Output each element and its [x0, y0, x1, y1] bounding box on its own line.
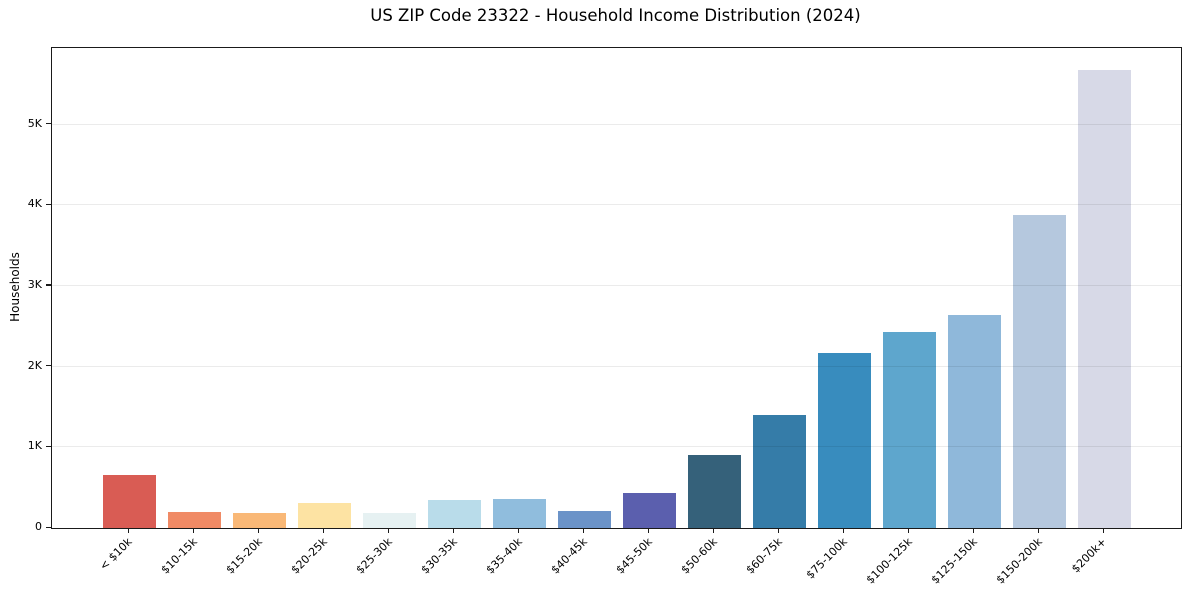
x-tick-mark-4: [322, 528, 324, 533]
bar-10k: [102, 474, 156, 528]
x-tick-label-40-45k: $40-45k: [548, 535, 590, 577]
bar-30-35k: [427, 500, 481, 528]
bar-40-45k: [557, 510, 611, 528]
x-tick-mark-6: [452, 528, 454, 533]
x-tick-label-10-15k: $10-15k: [158, 535, 200, 577]
x-tick-label-75-100k: $75-100k: [803, 535, 850, 582]
gridline-3k: [52, 284, 1181, 286]
bar-20-25k: [297, 503, 351, 528]
y-tick-mark-1k: [46, 445, 51, 447]
gridline-2k: [52, 365, 1181, 367]
chart-title: US ZIP Code 23322 - Household Income Dis…: [370, 6, 861, 25]
x-tick-label-15-20k: $15-20k: [223, 535, 265, 577]
x-tick-label-10k: < $10k: [96, 535, 135, 573]
x-tick-mark-7: [517, 528, 519, 533]
plot-area: [51, 47, 1182, 529]
x-tick-mark-10: [712, 528, 714, 533]
bar-100-125k: [882, 332, 936, 528]
gridline-5k: [52, 123, 1181, 125]
x-tick-label-30-35k: $30-35k: [418, 535, 460, 577]
x-tick-mark-1: [127, 528, 129, 533]
y-tick-label-4k: 4K: [27, 197, 42, 211]
bar-35-40k: [492, 498, 546, 528]
x-tick-label-20-25k: $20-25k: [288, 535, 330, 577]
y-tick-label-5k: 5K: [27, 116, 42, 130]
bar-50-60k: [687, 455, 741, 528]
x-tick-label-200k+: $200k+: [1069, 535, 1110, 576]
gridline-1k: [52, 446, 1181, 448]
y-tick-label-0: 0: [35, 520, 42, 533]
bar-45-50k: [622, 492, 676, 528]
y-tick-mark-0: [46, 526, 51, 528]
bar-15-20k: [232, 512, 286, 528]
y-tick-mark-2k: [46, 365, 51, 367]
x-tick-label-45-50k: $45-50k: [613, 535, 655, 577]
y-tick-label-1k: 1K: [27, 439, 42, 453]
x-tick-mark-9: [647, 528, 649, 533]
gridline-4k: [52, 204, 1181, 206]
x-tick-mark-14: [972, 528, 974, 533]
bar-75-100k: [817, 352, 871, 528]
x-tick-label-125-150k: $125-150k: [928, 535, 980, 587]
x-tick-mark-8: [582, 528, 584, 533]
x-tick-label-50-60k: $50-60k: [678, 535, 720, 577]
bar-125-150k: [947, 314, 1001, 528]
x-tick-mark-13: [907, 528, 909, 533]
x-tick-mark-15: [1037, 528, 1039, 533]
bar-10-15k: [167, 511, 221, 528]
x-tick-label-100-125k: $100-125k: [863, 535, 915, 587]
x-tick-label-60-75k: $60-75k: [743, 535, 785, 577]
x-tick-label-150-200k: $150-200k: [993, 535, 1045, 587]
x-tick-mark-2: [192, 528, 194, 533]
y-tick-mark-3k: [46, 284, 51, 286]
y-tick-label-2k: 2K: [27, 358, 42, 372]
x-tick-mark-3: [257, 528, 259, 533]
x-tick-mark-12: [842, 528, 844, 533]
y-tick-mark-5k: [46, 123, 51, 125]
x-tick-mark-5: [387, 528, 389, 533]
x-tick-label-25-30k: $25-30k: [353, 535, 395, 577]
y-tick-label-3k: 3K: [27, 277, 42, 291]
y-tick-mark-4k: [46, 203, 51, 205]
x-tick-mark-11: [777, 528, 779, 533]
bar-60-75k: [752, 415, 806, 528]
bar-150-200k: [1012, 215, 1066, 528]
bar-200k+: [1077, 70, 1131, 528]
bar-25-30k: [362, 513, 416, 528]
x-tick-mark-16: [1102, 528, 1104, 533]
x-tick-label-35-40k: $35-40k: [483, 535, 525, 577]
